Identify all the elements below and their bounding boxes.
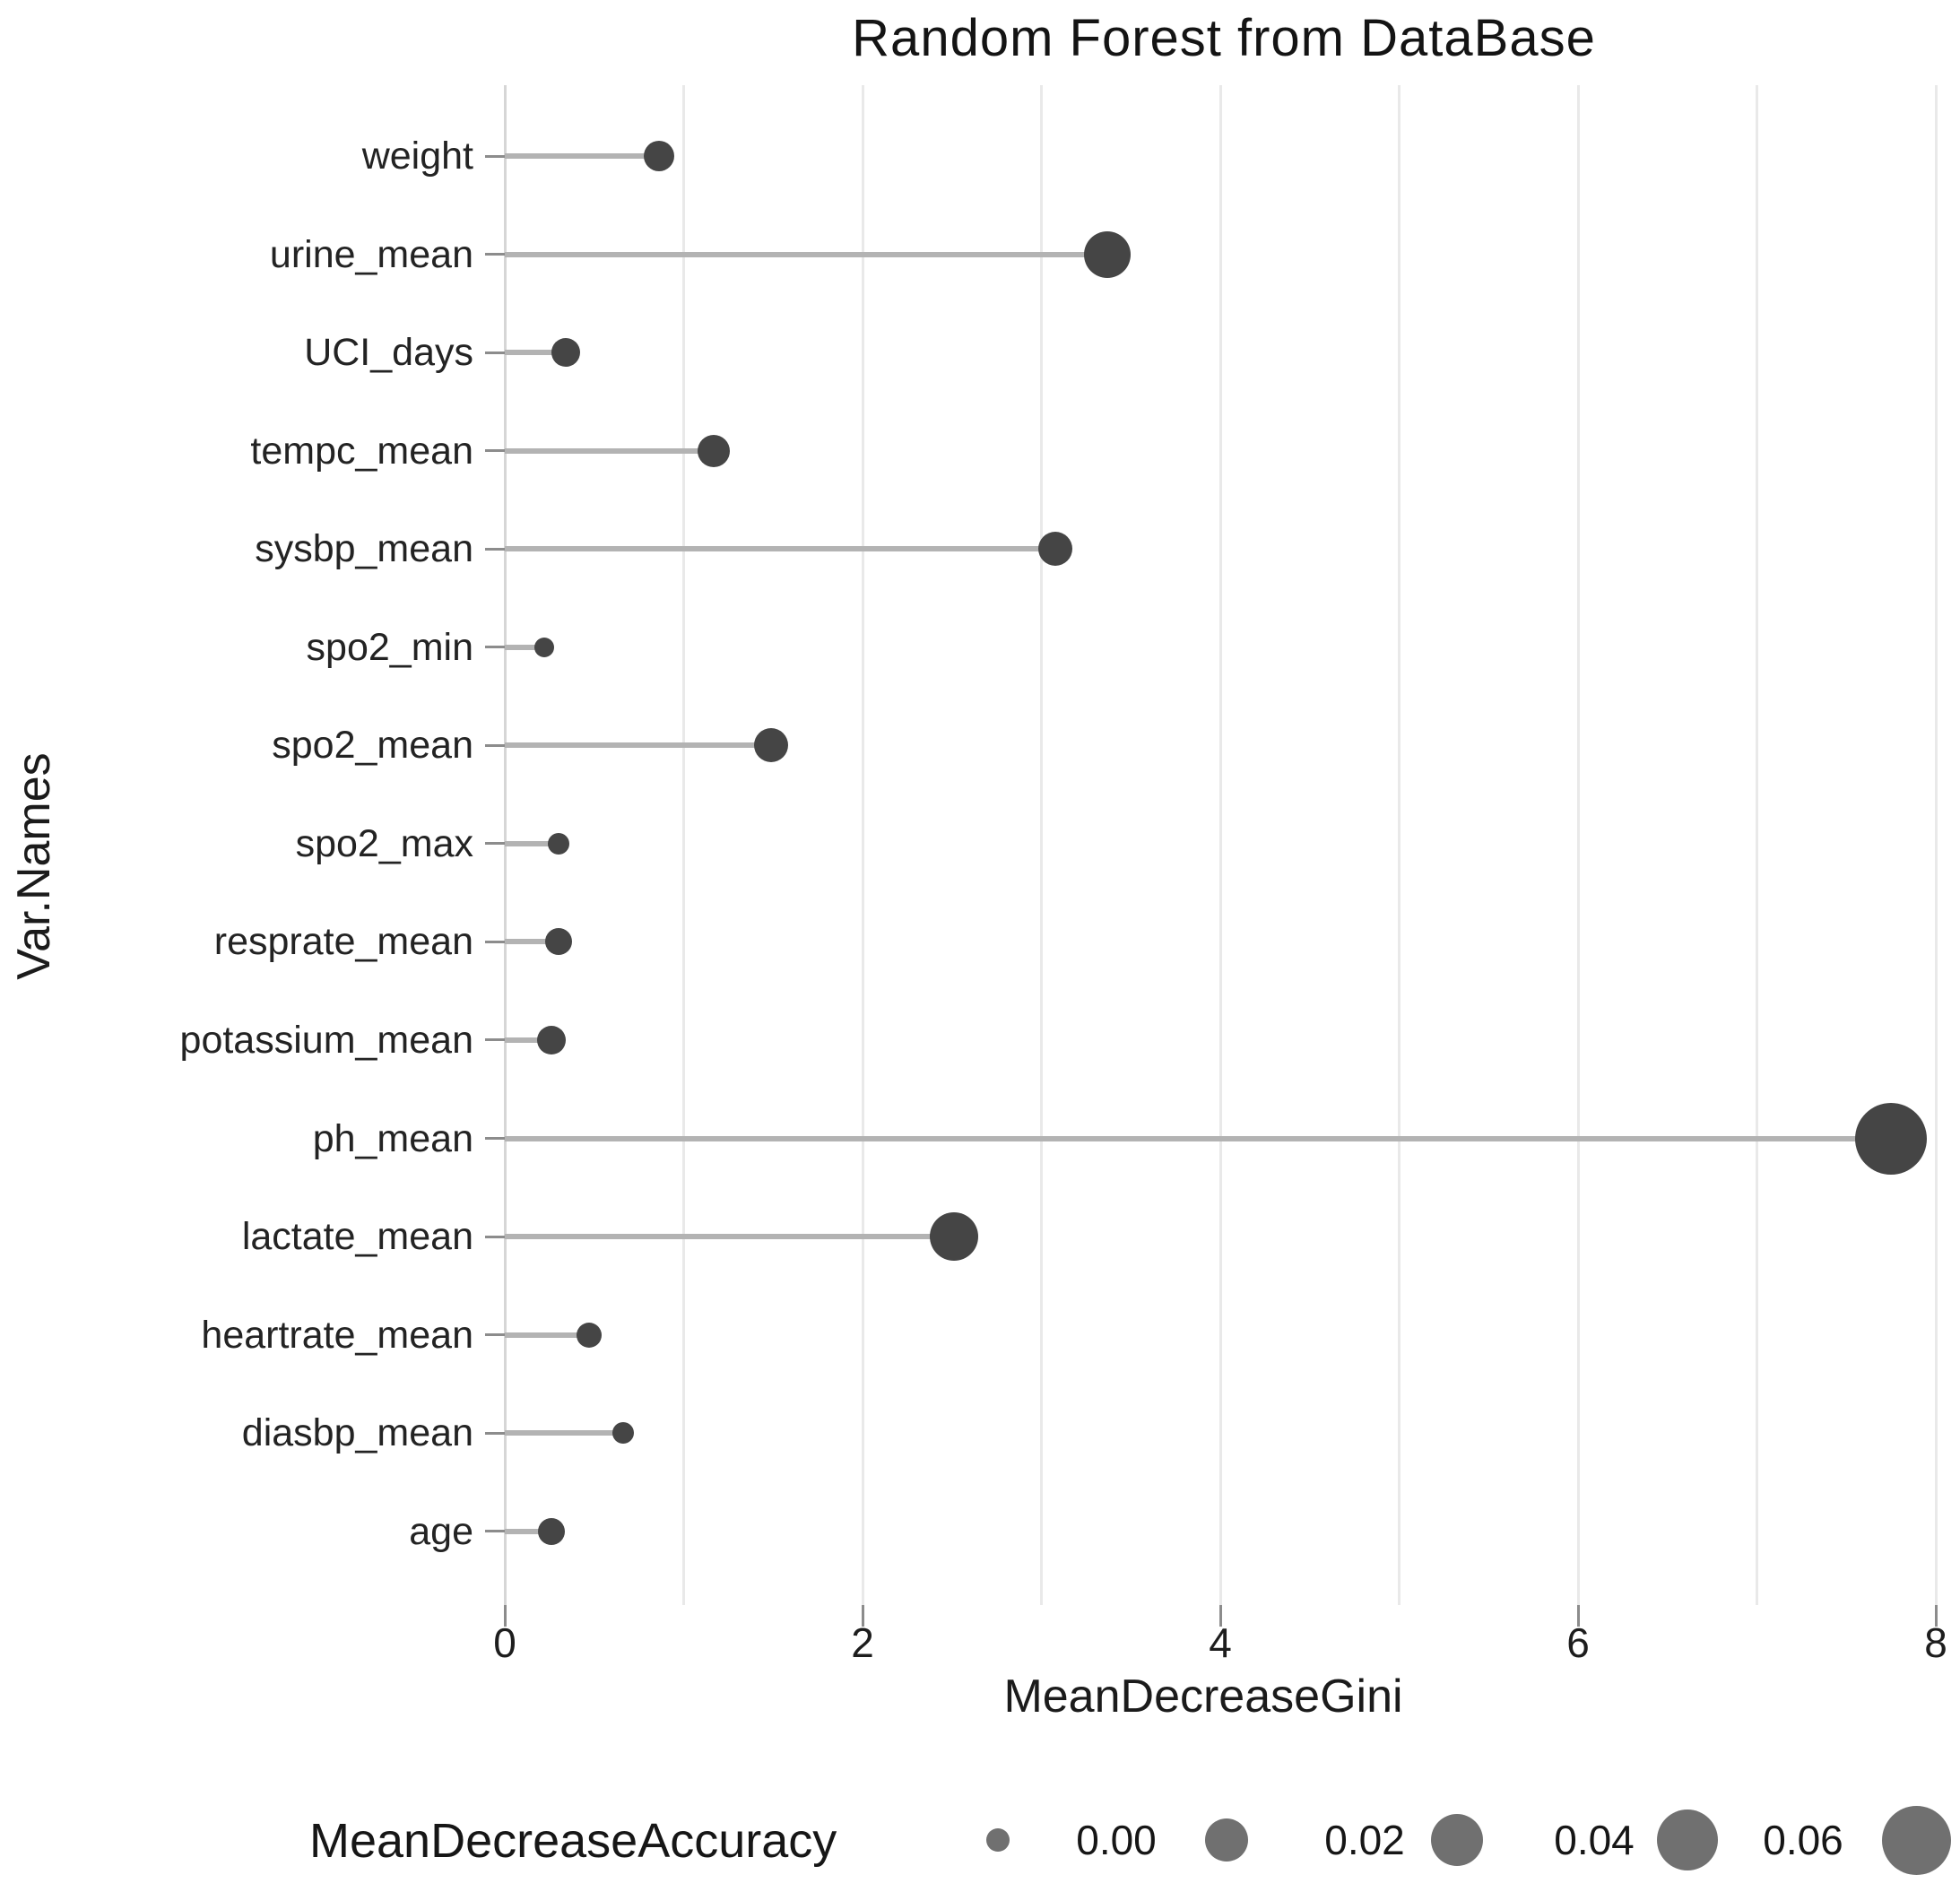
x-axis-tick xyxy=(861,1605,864,1627)
y-axis-tick xyxy=(485,940,505,943)
x-tick-label: 2 xyxy=(851,1619,874,1666)
lollipop-dot-potassium_mean xyxy=(536,1025,566,1054)
lollipop-dot-heartrate_mean xyxy=(576,1322,602,1348)
y-axis-tick xyxy=(485,743,505,747)
category-label-age: age xyxy=(409,1509,473,1553)
legend-size-label: 0.04 xyxy=(1554,1817,1635,1863)
gridline xyxy=(1398,85,1401,1605)
lollipop-dot-age xyxy=(537,1517,565,1545)
legend-size-dot xyxy=(1431,1814,1483,1866)
category-label-urine_mean: urine_mean xyxy=(269,232,473,276)
x-tick-label: 8 xyxy=(1924,1619,1947,1666)
y-axis-tick xyxy=(485,1530,505,1533)
lollipop-dot-UCI_days xyxy=(551,338,580,368)
gridline xyxy=(1934,85,1938,1605)
gridline xyxy=(1756,85,1758,1605)
lollipop-stem xyxy=(505,546,1056,552)
lollipop-dot-diasbp_mean xyxy=(611,1422,634,1445)
legend-title: MeanDecreaseAccuracy xyxy=(309,1814,837,1868)
lollipop-stem xyxy=(505,1037,551,1043)
category-label-sysbp_mean: sysbp_mean xyxy=(255,527,473,571)
x-axis-title: MeanDecreaseGini xyxy=(1003,1671,1403,1723)
lollipop-dot-urine_mean xyxy=(1084,230,1132,278)
x-tick-label: 4 xyxy=(1209,1619,1232,1666)
y-axis-tick xyxy=(485,1137,505,1140)
legend-size-dot xyxy=(1881,1805,1951,1875)
y-axis-tick xyxy=(485,351,505,354)
lollipop-dot-lactate_mean xyxy=(929,1212,978,1262)
legend-size-dot xyxy=(986,1828,1010,1852)
lollipop-dot-spo2_min xyxy=(533,637,554,657)
lollipop-dot-spo2_mean xyxy=(754,728,789,763)
category-label-heartrate_mean: heartrate_mean xyxy=(201,1313,473,1357)
category-label-resprate_mean: resprate_mean xyxy=(213,920,473,964)
x-tick-label: 6 xyxy=(1566,1619,1590,1666)
legend-size-label: 0.00 xyxy=(1076,1817,1157,1863)
category-label-weight: weight xyxy=(361,135,473,178)
gridline xyxy=(1218,85,1222,1605)
lollipop-dot-resprate_mean xyxy=(544,928,572,956)
y-axis-tick xyxy=(485,1333,505,1337)
category-label-UCI_days: UCI_days xyxy=(304,331,473,375)
lollipop-stem xyxy=(505,644,544,650)
lollipop-stem xyxy=(505,1332,589,1338)
legend-size-dot xyxy=(1657,1810,1718,1870)
chart-title: Random Forest from DataBase xyxy=(852,9,1596,67)
lollipop-stem xyxy=(505,153,659,159)
lollipop-dot-weight xyxy=(643,141,674,171)
legend-size-label: 0.02 xyxy=(1324,1817,1405,1863)
y-axis-tick xyxy=(485,449,505,453)
y-axis-tick xyxy=(485,253,505,256)
lollipop-stem xyxy=(505,1528,551,1534)
lollipop-stem xyxy=(505,840,559,846)
lollipop-stem xyxy=(505,251,1108,257)
gridline xyxy=(1576,85,1580,1605)
category-label-spo2_min: spo2_min xyxy=(306,625,473,669)
y-axis-tick xyxy=(485,154,505,158)
y-axis-tick xyxy=(485,547,505,551)
lollipop-stem xyxy=(505,1234,954,1240)
y-axis-tick xyxy=(485,646,505,649)
y-axis-tick xyxy=(485,1038,505,1042)
gridline xyxy=(682,85,685,1605)
lollipop-stem xyxy=(505,350,566,356)
category-label-diasbp_mean: diasbp_mean xyxy=(241,1411,473,1455)
lollipop-stem xyxy=(505,742,772,749)
y-axis-tick xyxy=(485,1235,505,1238)
gridline xyxy=(1040,85,1043,1605)
lollipop-dot-sysbp_mean xyxy=(1038,532,1073,567)
x-axis-tick xyxy=(503,1605,507,1627)
lollipop-stem xyxy=(505,1135,1892,1141)
legend-size-label: 0.06 xyxy=(1763,1817,1843,1863)
category-label-lactate_mean: lactate_mean xyxy=(241,1215,473,1259)
category-label-tempc_mean: tempc_mean xyxy=(250,429,473,473)
y-axis-tick xyxy=(485,1431,505,1435)
lollipop-stem xyxy=(505,939,559,945)
x-tick-label: 0 xyxy=(493,1619,516,1666)
lollipop-dot-spo2_max xyxy=(547,832,569,855)
category-label-spo2_max: spo2_max xyxy=(295,821,473,865)
x-axis-tick xyxy=(1218,1605,1222,1627)
legend-size-dot xyxy=(1205,1818,1248,1862)
category-label-potassium_mean: potassium_mean xyxy=(179,1018,473,1062)
x-axis-tick xyxy=(1576,1605,1580,1627)
lollipop-dot-ph_mean xyxy=(1855,1102,1928,1175)
gridline xyxy=(861,85,864,1605)
category-label-spo2_mean: spo2_mean xyxy=(272,724,473,768)
lollipop-stem xyxy=(505,447,715,454)
lollipop-dot-tempc_mean xyxy=(698,434,731,467)
x-axis-tick xyxy=(1934,1605,1938,1627)
lollipop-stem xyxy=(505,1430,623,1436)
category-label-ph_mean: ph_mean xyxy=(312,1116,473,1160)
y-axis-tick xyxy=(485,842,505,846)
